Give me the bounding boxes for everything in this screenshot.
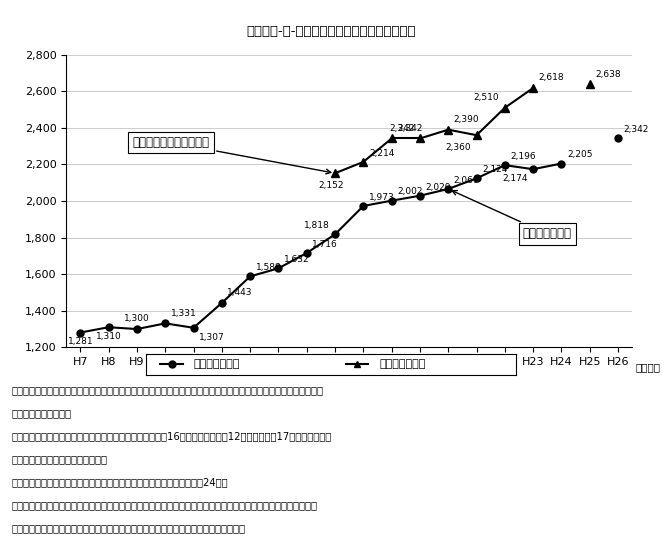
Text: ガス導管事業者については、「ガス導管事業（変更）届出書」（なお、ガス導管事業（変更）届出書は、事: ガス導管事業者については、「ガス導管事業（変更）届出書」（なお、ガス導管事業（変… [12, 501, 318, 510]
Text: （注２）: （注２） [635, 362, 660, 372]
Text: 注２：「ガス事業便覧」の公表方法の変更等に伴い、平成16年度までは年末（12月末）、平成17年度からは年度: 注２：「ガス事業便覧」の公表方法の変更等に伴い、平成16年度までは年末（12月末… [12, 432, 332, 441]
Text: 業を営もうとするときに届け出るものであるため、計画中の導管も含まれる。）: 業を営もうとするときに届け出るものであるため、計画中の導管も含まれる。） [12, 523, 246, 533]
Text: 一般ガス事業者: 一般ガス事業者 [452, 190, 572, 241]
Text: ガス導管事業者（注１）: ガス導管事業者（注１） [132, 136, 331, 174]
Text: 2,342: 2,342 [624, 125, 649, 135]
Text: 2,205: 2,205 [567, 150, 592, 159]
Text: 出典：一般ガス事業者については、日本ガス協会「ガス事業便覧」平成24年版: 出典：一般ガス事業者については、日本ガス協会「ガス事業便覧」平成24年版 [12, 478, 228, 487]
Text: 1,818: 1,818 [304, 221, 330, 230]
Text: 2,638: 2,638 [595, 70, 621, 79]
Text: 2,510: 2,510 [474, 93, 499, 102]
Text: 1,443: 1,443 [228, 288, 253, 298]
Text: 2,214: 2,214 [369, 149, 395, 158]
Text: 1,281: 1,281 [68, 337, 93, 346]
Text: 1,310: 1,310 [96, 332, 122, 341]
Text: 【図表３-２-３】高圧ガス導管敷設距離の推移: 【図表３-２-３】高圧ガス導管敷設距離の推移 [246, 25, 416, 38]
Text: 一般ガス事業者: 一般ガス事業者 [194, 359, 240, 369]
Text: 2,342: 2,342 [389, 124, 414, 133]
Text: 2,066: 2,066 [454, 176, 479, 185]
Text: 1,588: 1,588 [256, 263, 281, 272]
Text: 2,196: 2,196 [510, 152, 536, 161]
Text: 注１：ガス導管事業者は、自らが維持し、及び運用する特定導管によりガスの供給（卸供給及び大口供給に限る。）: 注１：ガス導管事業者は、自らが維持し、及び運用する特定導管によりガスの供給（卸供… [12, 386, 324, 395]
Text: 1,331: 1,331 [171, 309, 197, 318]
Text: 2,002: 2,002 [397, 188, 423, 196]
Text: 2,124: 2,124 [482, 165, 508, 174]
Text: 2,342: 2,342 [397, 124, 422, 133]
Text: 1,632: 1,632 [284, 255, 310, 264]
Text: 2,618: 2,618 [539, 73, 564, 83]
Text: 1,307: 1,307 [199, 333, 225, 342]
Text: 2,174: 2,174 [502, 174, 528, 183]
Text: 1,973: 1,973 [369, 193, 395, 202]
Text: 1,716: 1,716 [312, 240, 338, 249]
Text: 2,360: 2,360 [446, 143, 471, 152]
Text: を行う事業者。: を行う事業者。 [12, 409, 72, 418]
Text: 1,300: 1,300 [124, 315, 150, 323]
Text: 2,152: 2,152 [318, 181, 344, 190]
Text: 2,029: 2,029 [426, 183, 451, 191]
Text: 末（３月末）の数値を記載。: 末（３月末）の数値を記載。 [12, 455, 108, 464]
Text: ガス導管事業者: ガス導管事業者 [379, 359, 426, 369]
Text: 2,390: 2,390 [454, 115, 479, 124]
